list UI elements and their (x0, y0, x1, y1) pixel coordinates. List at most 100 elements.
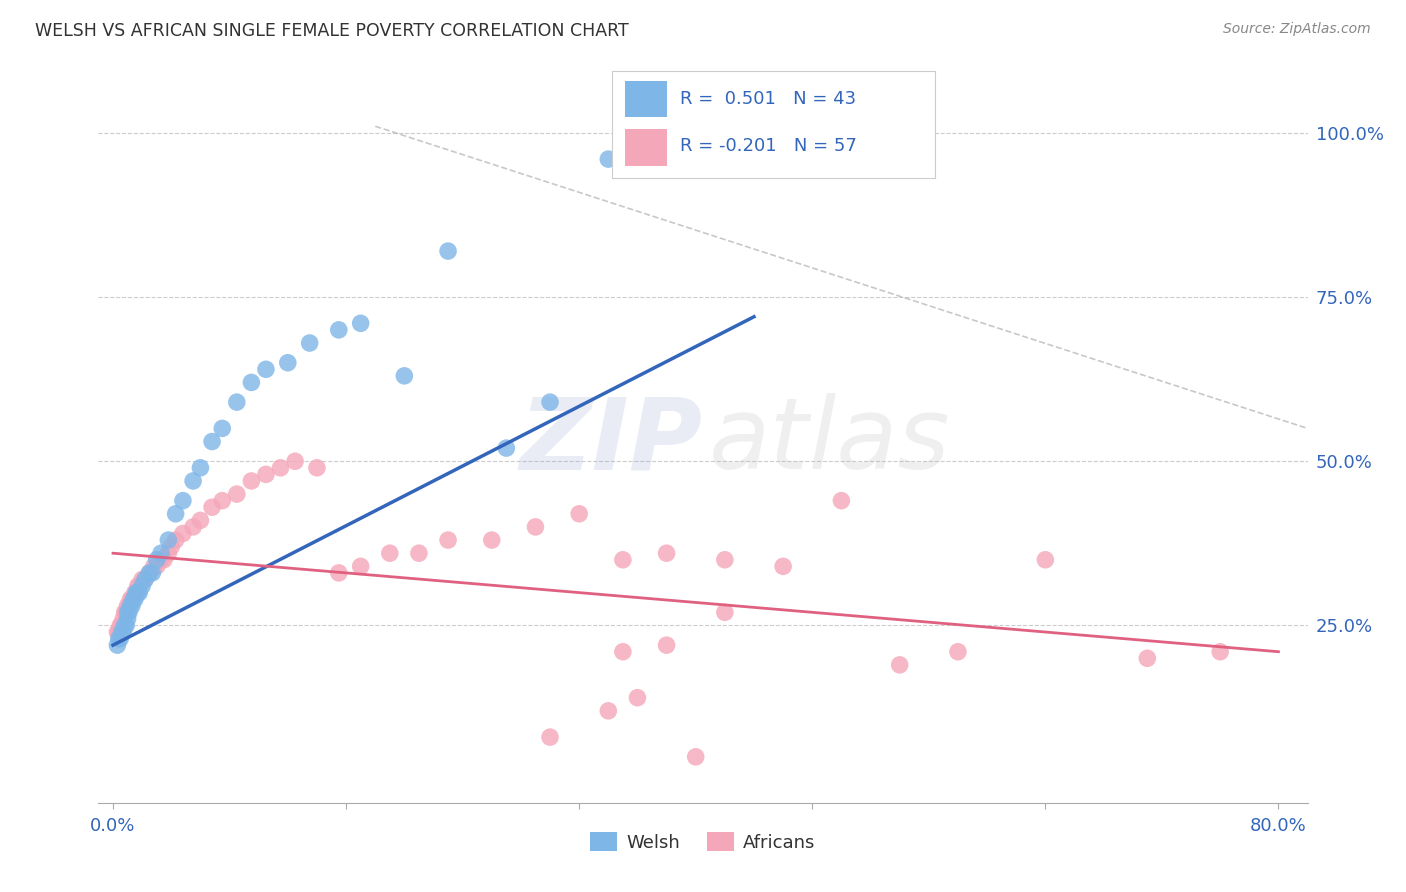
Point (115, 605, 138, 619)
Point (714, 553, 737, 567)
Point (305, 460, 328, 475)
Point (655, 638, 678, 652)
Point (128, 579, 150, 593)
Point (714, 145, 737, 160)
Point (298, 336, 321, 351)
Point (134, 573, 156, 587)
Point (284, 454, 307, 468)
Point (889, 657, 911, 672)
Text: ZIP: ZIP (520, 393, 703, 490)
Point (378, 546, 401, 560)
Point (685, 749, 707, 764)
Point (211, 421, 233, 435)
Point (105, 638, 128, 652)
Point (612, 553, 634, 567)
Bar (624, 81, 666, 118)
Point (134, 573, 156, 587)
Point (118, 605, 141, 619)
Text: Source: ZipAtlas.com: Source: ZipAtlas.com (1223, 22, 1371, 37)
Point (655, 546, 678, 560)
Point (270, 460, 292, 475)
Point (1136, 651, 1159, 665)
Point (108, 625, 131, 640)
Point (150, 553, 173, 567)
Point (110, 618, 132, 632)
Point (150, 546, 173, 560)
Text: WELSH VS AFRICAN SINGLE FEMALE POVERTY CORRELATION CHART: WELSH VS AFRICAN SINGLE FEMALE POVERTY C… (35, 22, 628, 40)
Point (190, 460, 212, 475)
Point (946, 645, 969, 659)
Point (112, 612, 135, 626)
Text: R =  0.501   N = 43: R = 0.501 N = 43 (679, 90, 856, 108)
Point (225, 487, 247, 501)
Point (120, 599, 142, 613)
Point (165, 533, 187, 547)
Point (142, 559, 165, 574)
Point (181, 474, 204, 488)
Point (131, 573, 153, 587)
Point (598, 152, 620, 166)
Point (108, 632, 131, 646)
Point (714, 605, 737, 619)
Point (127, 585, 149, 599)
Legend: Welsh, Africans: Welsh, Africans (583, 825, 823, 859)
Point (612, 645, 634, 659)
Point (125, 585, 148, 599)
Point (328, 566, 350, 580)
Point (328, 323, 350, 337)
Point (131, 579, 153, 593)
Point (127, 579, 149, 593)
Point (437, 244, 460, 258)
Point (117, 599, 139, 613)
Bar (624, 129, 666, 166)
Point (114, 605, 136, 619)
Point (122, 592, 145, 607)
Point (111, 625, 134, 640)
Point (145, 559, 167, 574)
Point (138, 566, 160, 580)
Point (128, 585, 150, 599)
Point (568, 507, 591, 521)
Point (145, 553, 167, 567)
Point (254, 467, 277, 482)
Point (394, 368, 416, 383)
Point (125, 585, 148, 599)
Point (181, 520, 204, 534)
Point (157, 533, 180, 547)
Point (124, 592, 146, 607)
Text: R = -0.201   N = 57: R = -0.201 N = 57 (679, 137, 856, 155)
Point (225, 395, 247, 409)
Point (481, 533, 503, 547)
Point (172, 493, 194, 508)
Point (172, 526, 194, 541)
Point (830, 493, 852, 508)
Point (120, 592, 142, 607)
Point (157, 546, 180, 560)
Point (254, 362, 277, 376)
Point (121, 592, 143, 607)
Point (211, 493, 233, 508)
Point (350, 559, 373, 574)
Point (538, 395, 561, 409)
Point (124, 585, 146, 599)
Point (190, 513, 212, 527)
Point (240, 376, 263, 390)
Point (118, 599, 141, 613)
Point (117, 612, 139, 626)
Point (153, 553, 176, 567)
Point (117, 605, 139, 619)
Point (160, 540, 183, 554)
Point (115, 618, 138, 632)
Point (408, 546, 430, 560)
Point (111, 618, 134, 632)
Point (110, 632, 132, 646)
Point (240, 474, 263, 488)
Point (201, 500, 224, 515)
Point (165, 507, 187, 521)
Point (141, 566, 163, 580)
Point (114, 618, 136, 632)
Point (626, 690, 648, 705)
Point (524, 520, 547, 534)
Point (350, 316, 373, 330)
Y-axis label: Single Female Poverty: Single Female Poverty (0, 350, 8, 533)
